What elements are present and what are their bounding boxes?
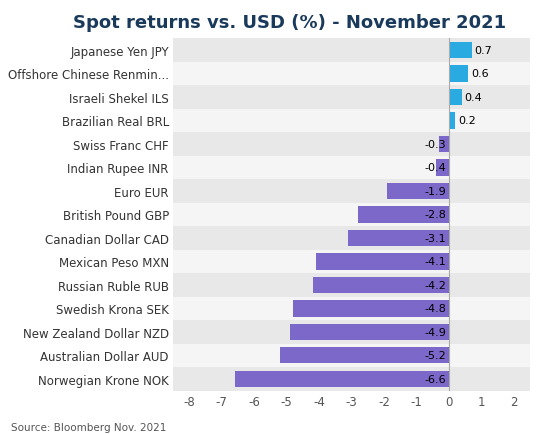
Bar (173, 180, 530, 203)
Bar (312, 277, 449, 293)
Text: -0.4: -0.4 (425, 163, 446, 173)
Text: 0.6: 0.6 (471, 69, 489, 79)
Text: -4.9: -4.9 (425, 327, 446, 337)
Text: -4.2: -4.2 (425, 280, 446, 290)
Bar (436, 160, 449, 176)
Bar (348, 230, 449, 247)
Bar (173, 62, 530, 86)
Text: -6.6: -6.6 (425, 374, 446, 384)
Text: -5.2: -5.2 (425, 351, 446, 360)
Bar (316, 253, 449, 270)
Bar (449, 43, 472, 59)
Text: Source: Bloomberg Nov. 2021: Source: Bloomberg Nov. 2021 (11, 422, 166, 432)
Bar (280, 347, 449, 364)
Text: Spot returns vs. USD (%) - November 2021: Spot returns vs. USD (%) - November 2021 (73, 14, 506, 32)
Text: 0.4: 0.4 (464, 93, 482, 102)
Bar (439, 136, 449, 153)
Bar (173, 367, 530, 391)
Bar (173, 39, 530, 62)
Bar (449, 89, 462, 106)
Text: -0.3: -0.3 (425, 140, 446, 149)
Text: -3.1: -3.1 (425, 233, 446, 243)
Text: -2.8: -2.8 (425, 210, 446, 220)
Bar (293, 300, 449, 317)
Bar (173, 344, 530, 367)
Text: 0.2: 0.2 (458, 116, 476, 126)
Text: -1.9: -1.9 (425, 187, 446, 196)
Bar (358, 207, 449, 223)
Bar (449, 66, 468, 82)
Bar (449, 113, 455, 129)
Bar (235, 371, 449, 387)
Bar (387, 183, 449, 200)
Bar (290, 324, 449, 340)
Bar (173, 156, 530, 180)
Bar (173, 203, 530, 227)
Bar (173, 227, 530, 250)
Text: -4.8: -4.8 (425, 304, 446, 313)
Bar (173, 320, 530, 344)
Text: -4.1: -4.1 (425, 257, 446, 266)
Bar (173, 250, 530, 273)
Bar (173, 297, 530, 320)
Bar (173, 273, 530, 297)
Bar (173, 86, 530, 109)
Bar (173, 133, 530, 156)
Bar (173, 109, 530, 133)
Text: 0.7: 0.7 (474, 46, 492, 56)
